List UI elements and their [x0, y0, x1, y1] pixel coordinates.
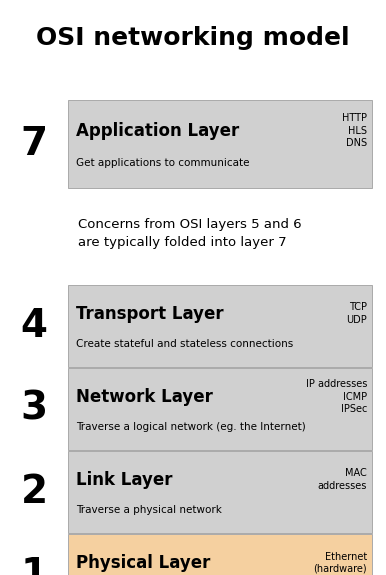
- FancyBboxPatch shape: [68, 100, 372, 188]
- Text: Link Layer: Link Layer: [76, 471, 173, 489]
- Text: Traverse a physical network: Traverse a physical network: [76, 505, 222, 515]
- Text: Create stateful and stateless connections: Create stateful and stateless connection…: [76, 339, 293, 349]
- FancyBboxPatch shape: [68, 534, 372, 575]
- Text: 1: 1: [20, 556, 47, 575]
- Text: Ethernet
(hardware): Ethernet (hardware): [313, 551, 367, 574]
- Text: Concerns from OSI layers 5 and 6
are typically folded into layer 7: Concerns from OSI layers 5 and 6 are typ…: [78, 218, 301, 249]
- Text: Application Layer: Application Layer: [76, 122, 239, 140]
- FancyBboxPatch shape: [68, 285, 372, 367]
- Text: 4: 4: [20, 307, 47, 345]
- Text: MAC
addresses: MAC addresses: [318, 469, 367, 491]
- FancyBboxPatch shape: [68, 451, 372, 533]
- Text: TCP
UDP: TCP UDP: [346, 302, 367, 325]
- Text: HTTP
HLS
DNS: HTTP HLS DNS: [342, 113, 367, 148]
- FancyBboxPatch shape: [68, 368, 372, 450]
- Text: Transport Layer: Transport Layer: [76, 305, 223, 323]
- Text: Physical Layer: Physical Layer: [76, 554, 210, 572]
- Text: Get applications to communicate: Get applications to communicate: [76, 158, 249, 168]
- Text: Traverse a logical network (eg. the Internet): Traverse a logical network (eg. the Inte…: [76, 422, 306, 432]
- Text: IP addresses
ICMP
IPSec: IP addresses ICMP IPSec: [306, 380, 367, 414]
- Text: 7: 7: [20, 125, 47, 163]
- Text: 3: 3: [20, 390, 47, 428]
- Text: 2: 2: [20, 473, 47, 511]
- Text: Network Layer: Network Layer: [76, 388, 213, 406]
- Text: OSI networking model: OSI networking model: [36, 26, 350, 50]
